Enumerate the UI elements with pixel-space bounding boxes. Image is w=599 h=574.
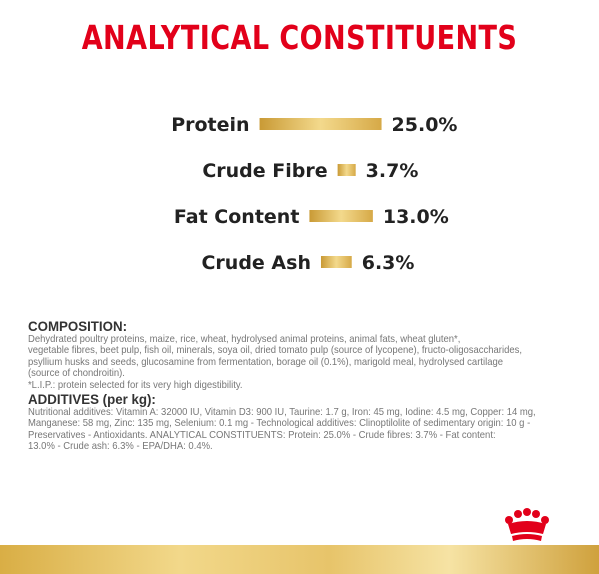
page-title: ANALYTICAL CONSTITUENTS: [81, 18, 518, 57]
category-label: Protein: [171, 114, 249, 136]
bar: [309, 210, 373, 222]
additives-line: Nutritional additives: Vitamin A: 32000 …: [28, 407, 536, 419]
composition-text: Dehydrated poultry proteins, maize, rice…: [28, 334, 549, 391]
value-label: 3.7%: [366, 160, 419, 182]
footer-gold-band: [0, 545, 599, 574]
bar: [337, 164, 356, 176]
category-label: Crude Ash: [201, 252, 310, 274]
additives-line: 13.0% - Crude ash: 6.3% - EPA/DHA: 0.4%.: [28, 441, 213, 453]
composition-line: *L.I.P.: protein selected for its very h…: [28, 379, 243, 391]
constituents-chart: Protein 25.0% Crude Fibre 3.7% Fat Content 13…: [171, 114, 458, 274]
category-label: Fat Content: [174, 206, 300, 228]
value-label: 6.3%: [362, 252, 415, 274]
additives-line: Manganese: 58 mg, Zinc: 135 mg, Selenium…: [28, 418, 531, 430]
composition-block: COMPOSITION: Dehydrated poultry proteins…: [28, 318, 588, 453]
value-label: 13.0%: [383, 206, 449, 228]
crown-icon: [505, 508, 549, 541]
composition-heading: COMPOSITION:: [28, 318, 128, 334]
value-label: 25.0%: [392, 114, 458, 136]
additives-text: Nutritional additives: Vitamin A: 32000 …: [28, 407, 549, 453]
additives-heading: ADDITIVES (per kg):: [28, 391, 156, 408]
additives-line: Preservatives - Antioxidants. ANALYTICAL…: [28, 429, 496, 441]
composition-line: psyllium husks and seeds, glucosamine fr…: [28, 356, 503, 368]
bar: [320, 256, 352, 268]
composition-line: vegetable fibres, beet pulp, fish oil, m…: [28, 345, 522, 357]
bar: [259, 118, 382, 130]
category-label: Crude Fibre: [202, 160, 327, 182]
composition-line: (source of chondroitin).: [28, 368, 125, 380]
composition-line: Dehydrated poultry proteins, maize, rice…: [28, 334, 461, 345]
